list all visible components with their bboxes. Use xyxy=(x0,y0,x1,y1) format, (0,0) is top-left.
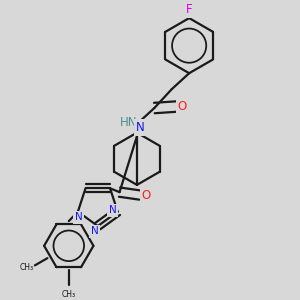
Text: HN: HN xyxy=(119,116,137,129)
Text: N: N xyxy=(136,121,144,134)
Text: CH₃: CH₃ xyxy=(19,263,33,272)
Text: O: O xyxy=(178,100,187,113)
Text: O: O xyxy=(142,188,151,202)
Text: F: F xyxy=(186,4,193,16)
Text: N: N xyxy=(75,212,83,223)
Text: N: N xyxy=(109,206,116,215)
Text: CH₃: CH₃ xyxy=(62,290,76,299)
Text: N: N xyxy=(91,226,99,236)
